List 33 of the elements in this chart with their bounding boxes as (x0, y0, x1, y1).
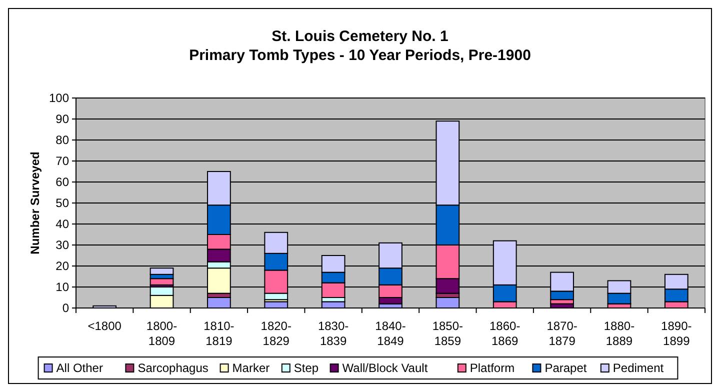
legend-label: Parapet (544, 361, 588, 376)
x-tick-label: 1810-1819 (204, 319, 234, 348)
y-tick-label: 90 (56, 112, 70, 126)
y-tick-label: 70 (56, 154, 70, 168)
x-tick-label: 1830-1839 (318, 319, 349, 348)
y-tick-label: 0 (62, 301, 70, 316)
x-tick-label: 1890-1899 (661, 319, 692, 348)
x-tick-label: 1870-1879 (546, 319, 578, 348)
x-tick-label: <1800 (88, 319, 122, 333)
chart-subtitle: Primary Tomb Types - 10 Year Periods, Pre-1900 (189, 47, 531, 64)
y-tick-label: 40 (56, 217, 70, 232)
x-tick-label: 1880-1889 (604, 319, 635, 348)
chart-title: St. Louis Cemetery No. 1 (272, 28, 448, 45)
x-tick-label: 1840-1849 (375, 319, 406, 348)
y-tick-label: 10 (56, 280, 70, 294)
x-tick-label: 1860-1869 (490, 319, 520, 348)
y-tick-label: 60 (56, 175, 70, 190)
y-axis-title: Number Surveyed (28, 152, 42, 254)
legend-label: Pediment (612, 361, 664, 376)
y-tick-label: 30 (56, 238, 70, 252)
legend-label: Platform (470, 361, 515, 376)
y-tick-label: 50 (56, 196, 70, 210)
legend-label: Step (294, 361, 319, 376)
x-tick-label: 1800-1809 (146, 319, 178, 348)
x-tick-label: 1820-1829 (260, 319, 292, 348)
y-tick-label: 100 (48, 91, 70, 106)
legend-label: Marker (232, 361, 270, 376)
x-tick-label: 1850-1859 (432, 319, 464, 348)
legend-label: Wall/Block Vault (342, 361, 428, 376)
legend-label: All Other (56, 361, 103, 376)
legend-label: Sarcophagus (138, 361, 208, 376)
y-tick-label: 20 (56, 259, 70, 274)
y-tick-label: 80 (56, 133, 70, 148)
